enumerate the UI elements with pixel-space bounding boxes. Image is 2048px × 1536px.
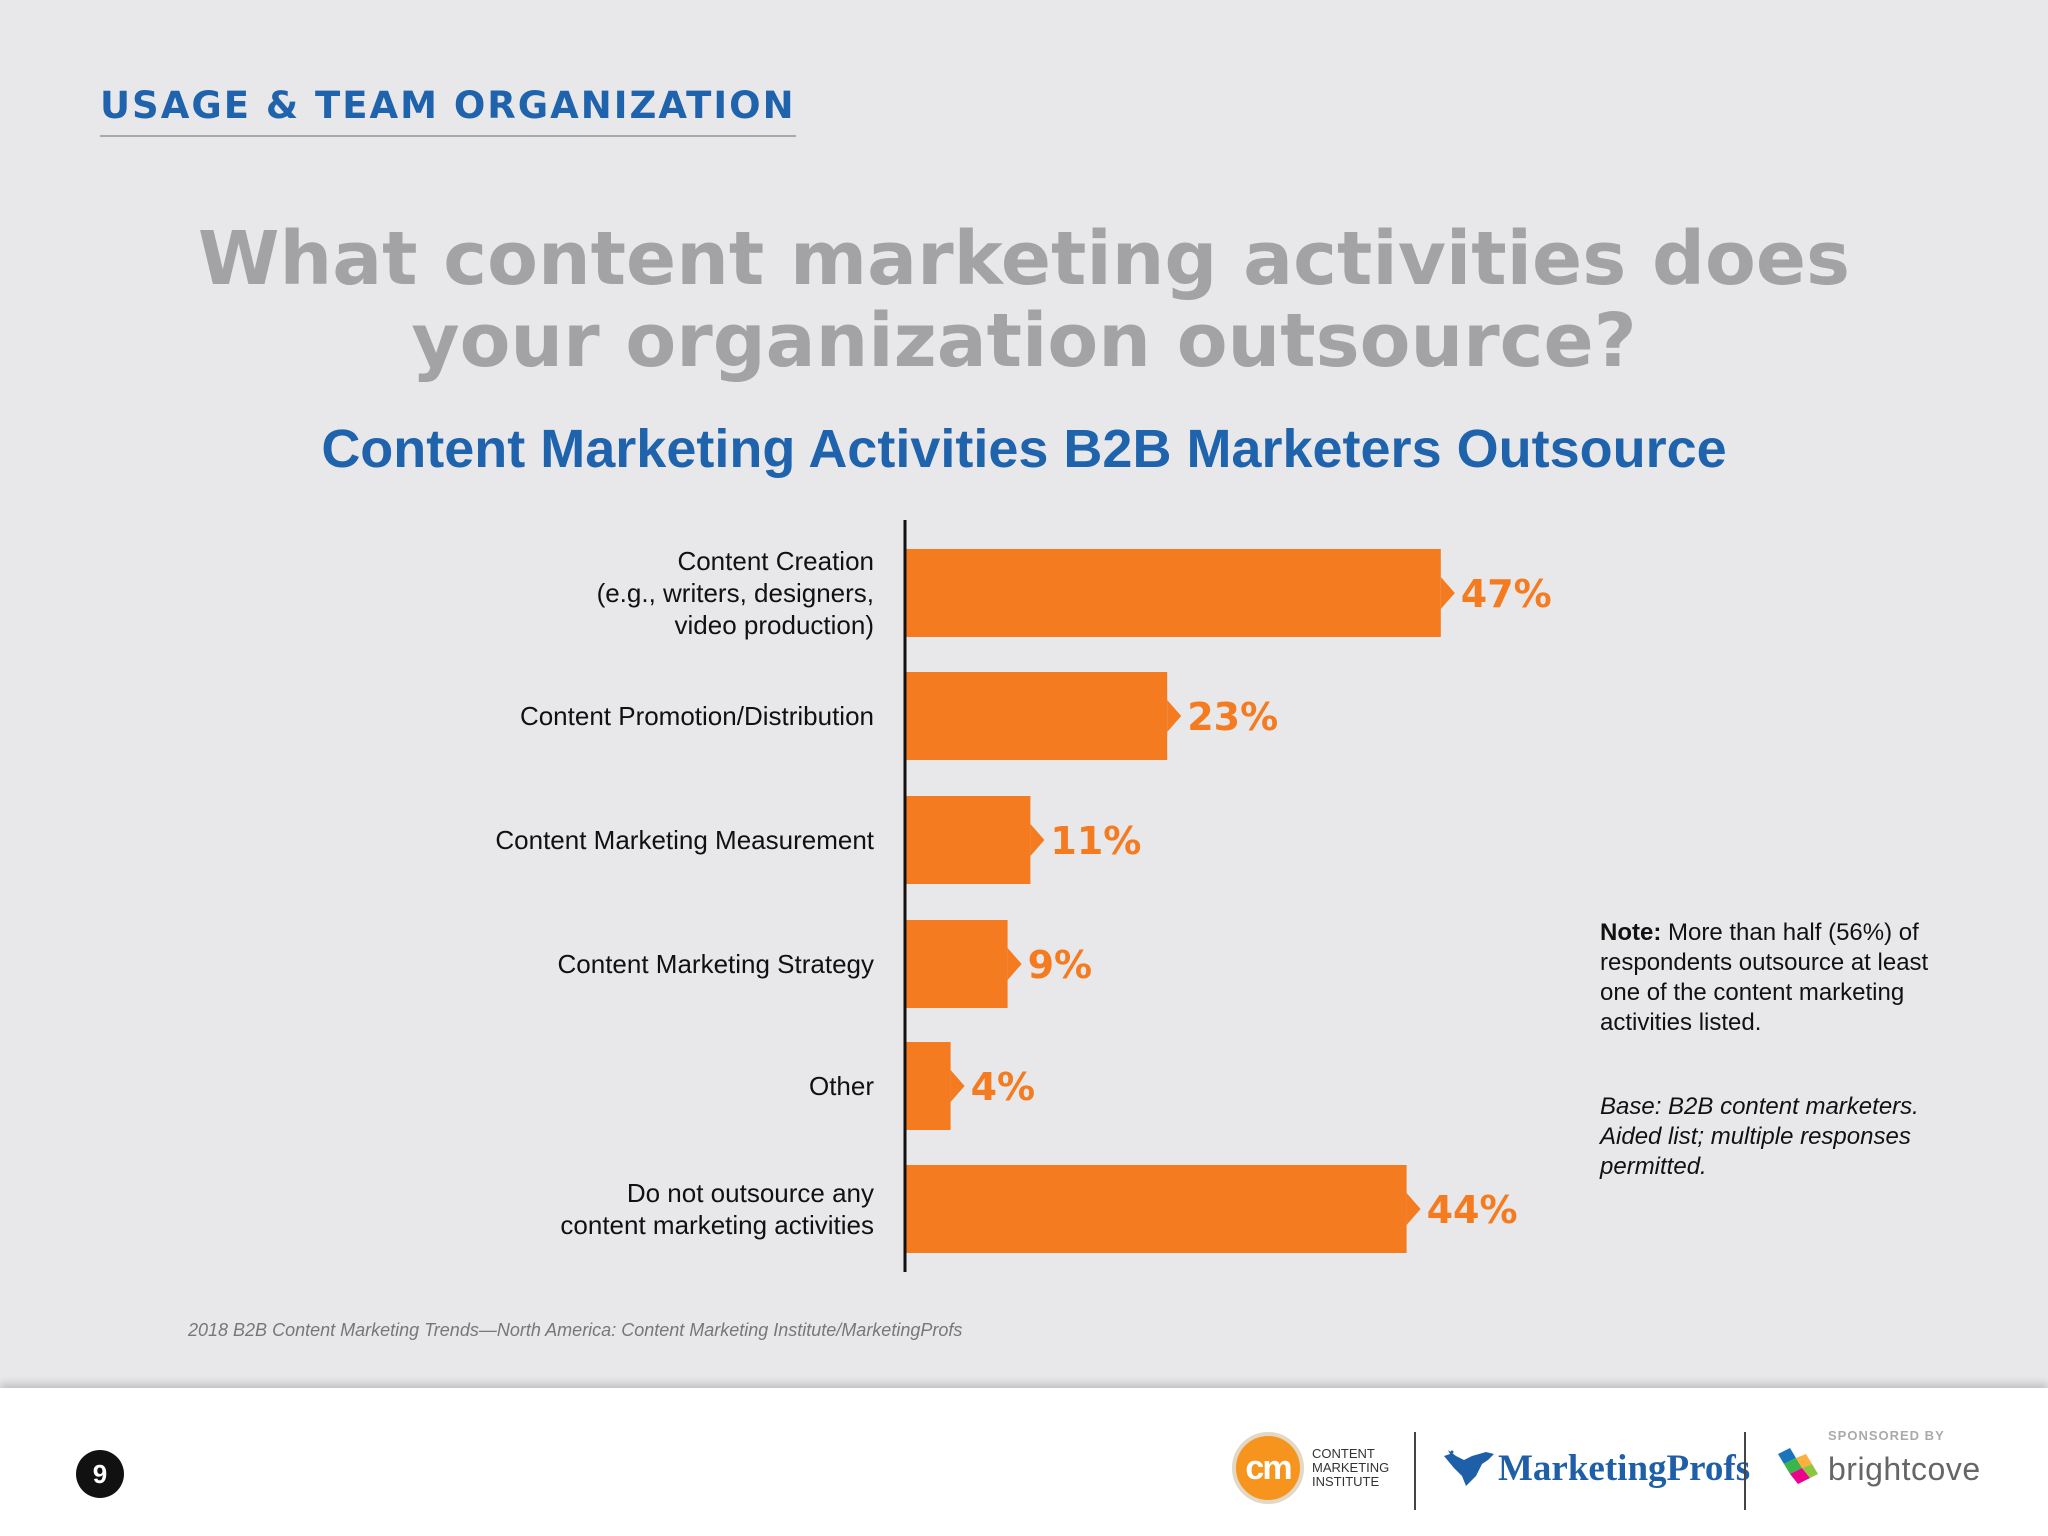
cmi-text-line: INSTITUTE [1312,1474,1380,1489]
data-label: 11% [1050,819,1141,863]
page-number: 9 [76,1450,124,1498]
bar [905,1042,951,1130]
bar-tip [1167,700,1182,732]
cmi-text-line: CONTENT [1312,1446,1375,1461]
cmi-logo-icon: cm [1232,1432,1304,1504]
bar-tip [1007,948,1022,980]
footer-divider [1744,1432,1746,1510]
category-label: video production) [675,610,874,640]
category-label: Content Marketing Strategy [558,949,875,979]
chart-title: Content Marketing Activities B2B Markete… [321,419,1727,479]
bar [905,672,1168,760]
data-label: 23% [1187,695,1278,739]
category-label: Do not outsource any [627,1178,874,1208]
data-label: 47% [1461,572,1552,616]
bar-tip [1406,1193,1421,1225]
section-heading: USAGE & TEAM ORGANIZATION [100,84,796,137]
brightcove-logo: brightcove [1774,1444,1981,1494]
cmi-logo-text: CONTENT MARKETING INSTITUTE [1312,1447,1402,1489]
source-citation: 2018 B2B Content Marketing Trends—North … [188,1320,963,1340]
page-question: What content marketing activities does y… [197,216,1851,384]
category-label: Content Creation [677,546,874,576]
bar [905,920,1008,1008]
category-label: (e.g., writers, designers, [597,578,874,608]
data-label: 4% [971,1065,1036,1109]
bar [905,796,1031,884]
bird-icon [1444,1450,1494,1486]
brightcove-text: brightcove [1828,1450,1981,1487]
sponsored-by-label: SPONSORED BY [1828,1428,1945,1443]
bar-tip [1030,824,1045,856]
category-label: Content Promotion/Distribution [520,701,874,731]
cmi-logo: cm CONTENT MARKETING INSTITUTE [1232,1432,1402,1504]
note: Note: More than half (56%) of respondent… [1600,918,1940,1038]
data-label: 44% [1427,1188,1518,1232]
cmi-text-line: MARKETING [1312,1460,1390,1475]
footer-divider [1414,1432,1416,1510]
cube-icon [1778,1448,1818,1484]
base-note: Base: B2B content marketers. Aided list;… [1600,1093,1919,1180]
bar-tip [1440,577,1455,609]
bar-tip [950,1070,965,1102]
category-label: Other [809,1071,874,1101]
marketingprofs-logo: MarketingProfs [1442,1446,1750,1490]
category-label: Content Marketing Measurement [495,825,874,855]
note-label: Note: [1600,919,1662,946]
data-label: 9% [1028,943,1093,987]
note-text: More than half (56%) of respondents outs… [1600,919,1929,1036]
footer: 9 cm CONTENT MARKETING INSTITUTE Marketi… [0,1388,2048,1536]
marketingprofs-text: MarketingProfs [1498,1447,1751,1489]
bar [905,549,1441,637]
bar [905,1165,1407,1253]
category-label: content marketing activities [560,1210,874,1240]
